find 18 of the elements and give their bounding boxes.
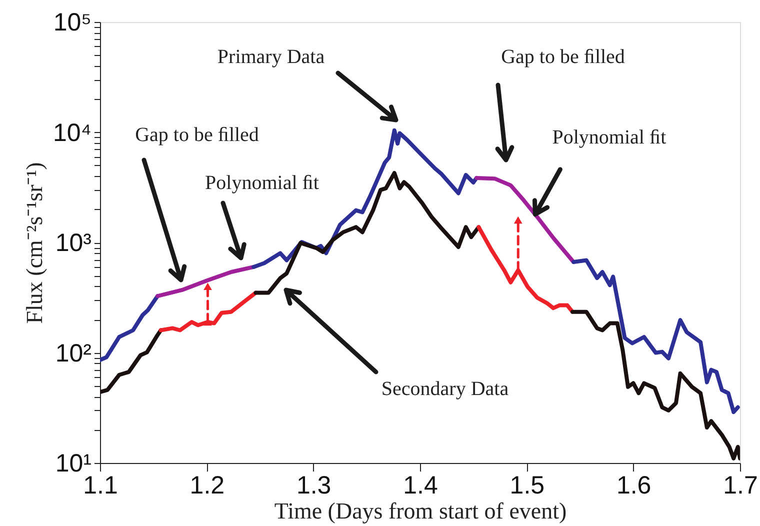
- y-tick-label: 10²: [55, 339, 92, 368]
- y-tick-label: 10³: [55, 229, 92, 257]
- x-tick-label: 1.3: [296, 472, 332, 500]
- annotation: Secondary Data: [381, 378, 509, 400]
- x-tick-label: 1.5: [510, 472, 545, 500]
- annotation: Polynomial ﬁt: [552, 126, 667, 148]
- annotation: Gap to be ﬁlled: [501, 46, 625, 68]
- x-axis-title: Time (Days from start of event): [274, 498, 567, 524]
- y-tick-label: 10⁴: [52, 118, 92, 147]
- x-tick-label: 1.2: [190, 472, 225, 500]
- x-tick-label: 1.7: [723, 472, 758, 500]
- y-axis-title: Flux (cm⁻²s⁻¹sr⁻¹): [22, 162, 47, 324]
- x-tick-label: 1.4: [403, 472, 438, 500]
- y-tick-label: 10⁵: [53, 8, 92, 36]
- x-tick-label: 1.6: [616, 472, 652, 500]
- annotation: Primary Data: [217, 46, 325, 68]
- annotation: Gap to be ﬁlled: [135, 124, 259, 146]
- annotation: Polynomial ﬁt: [205, 172, 320, 194]
